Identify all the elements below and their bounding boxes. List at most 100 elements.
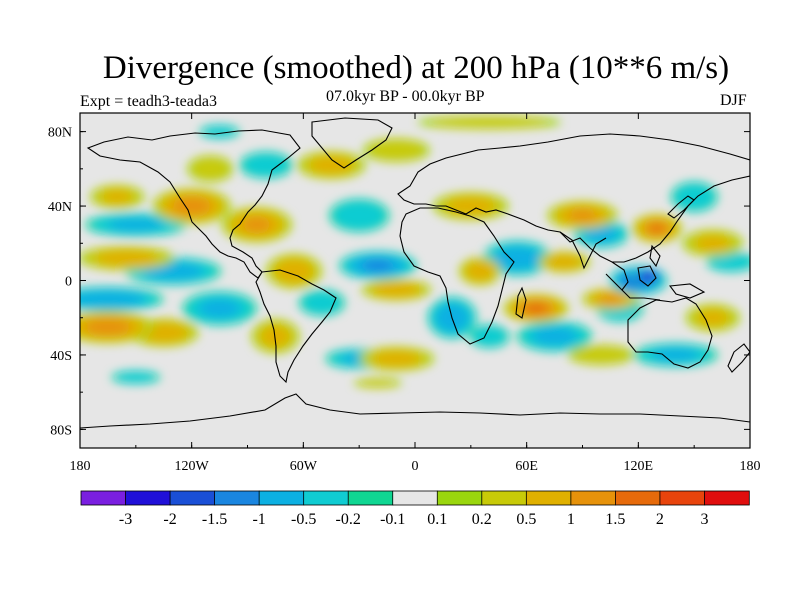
contour-fill: [85, 319, 131, 335]
coastline-borneo: [637, 265, 657, 287]
field-region: [182, 291, 257, 326]
coastline-australia: [627, 297, 713, 369]
field-region: [538, 251, 590, 273]
colorbar-label: -0.5: [291, 511, 316, 528]
x-tick-label: 60W: [290, 459, 318, 474]
colorbar-swatch: [615, 490, 661, 506]
contour-fill: [673, 183, 715, 210]
colorbar-swatch: [436, 490, 483, 506]
x-tick-label: 0: [412, 459, 419, 474]
field-region: [187, 155, 234, 182]
coastline-europe: [397, 133, 750, 263]
field-region: [706, 252, 750, 272]
season-label: DJF: [720, 92, 747, 109]
field-region: [111, 370, 161, 384]
y-tick-label: 80S: [50, 423, 72, 438]
contour-fill: [696, 235, 730, 251]
field-region: [266, 253, 322, 289]
x-tick-label: 120E: [624, 459, 654, 474]
x-tick-label: 60E: [515, 459, 538, 474]
field-region: [582, 288, 639, 310]
coastline-greenland: [311, 117, 393, 169]
contour-fill: [709, 253, 750, 271]
field-region: [417, 115, 562, 129]
contour-fill: [697, 310, 728, 326]
coastline-africa: [399, 207, 515, 345]
colorbar-label: -0.2: [336, 511, 361, 528]
colorbar-swatch: [659, 490, 706, 506]
colorbar-swatch: [169, 490, 216, 506]
contour-fill: [525, 303, 547, 314]
colorbar-swatch: [347, 490, 394, 506]
colorbar-label: -1: [252, 511, 265, 528]
field-region: [631, 267, 664, 286]
colorbar-swatch: [80, 490, 127, 506]
colorbar-label: 3: [700, 511, 708, 528]
contour-fill: [599, 294, 622, 304]
field-region: [90, 185, 144, 209]
contour-fill: [114, 371, 157, 383]
coastline-sumatra-java: [605, 273, 661, 301]
colorbar-label: 0.5: [516, 511, 536, 528]
field-region: [682, 229, 743, 257]
colorbar-swatch: [303, 490, 349, 506]
contour-fill: [102, 190, 133, 204]
contour-fill: [242, 153, 290, 177]
field-region: [199, 125, 240, 139]
colorbar-label: 1: [567, 511, 575, 528]
field-region: [482, 240, 552, 276]
contour-fill: [652, 348, 699, 362]
contour-fill: [357, 378, 398, 387]
colorbar-swatch: [481, 490, 528, 506]
contour-fill: [465, 261, 495, 281]
contour-fill: [309, 156, 353, 174]
contour-fill: [493, 246, 542, 271]
colorbar-label: 0.1: [427, 511, 447, 528]
colorbar-swatch: [570, 490, 617, 506]
field-region: [633, 343, 718, 367]
contour-fill: [429, 117, 550, 128]
field-region: [152, 188, 231, 224]
y-tick-label: 0: [65, 275, 72, 290]
colorbar-swatch: [392, 490, 438, 506]
contour-fill: [546, 254, 582, 270]
contour-fill: [650, 224, 664, 233]
field-region: [469, 324, 510, 348]
contour-fill: [583, 225, 619, 243]
contour-fill: [202, 125, 238, 138]
contour-fill: [190, 157, 230, 180]
period-label: 07.0kyr BP - 00.0kyr BP: [326, 88, 485, 105]
contour-fill: [472, 326, 507, 347]
experiment-label: Expt = teadh3-teada3: [80, 93, 217, 110]
field-region: [221, 207, 292, 243]
contour-fill: [372, 351, 421, 367]
coastline-north-america: [86, 129, 301, 279]
contour-fill: [532, 327, 577, 346]
colorbar-swatch: [125, 490, 171, 506]
coastline-antarctica: [80, 393, 750, 429]
contour-fill: [302, 291, 342, 314]
y-tick-label: 40N: [48, 200, 72, 215]
field-region: [671, 181, 718, 212]
coastline-japan: [667, 195, 695, 219]
field-region: [80, 246, 175, 271]
colorbar: -3 -2 -1.5 -1 -0.5 -0.2 -0.1 0.1 0.2 0.5 1 1.5 2 3: [80, 490, 750, 528]
contour-fill: [572, 346, 631, 364]
field-region: [80, 311, 154, 343]
field-region: [568, 345, 635, 365]
contour-fill: [242, 217, 271, 232]
contour-fill: [333, 200, 386, 230]
chart-title: Divergence (smoothed) at 200 hPa (10**6 …: [102, 50, 730, 86]
field-region: [517, 321, 592, 352]
colorbar-label: -1.5: [202, 511, 227, 528]
contour-fill: [362, 260, 394, 272]
colorbar-label: -3: [119, 511, 132, 528]
colorbar-swatch: [525, 490, 572, 506]
field-region: [632, 214, 682, 243]
coastline-indochina: [611, 261, 629, 291]
map-axes: 180 120W 60W 0 60E 120E 180 80N 40N 0 40S 80S: [48, 113, 761, 474]
field-region: [363, 138, 430, 162]
field-region: [329, 198, 390, 232]
coastline-india: [559, 231, 607, 270]
